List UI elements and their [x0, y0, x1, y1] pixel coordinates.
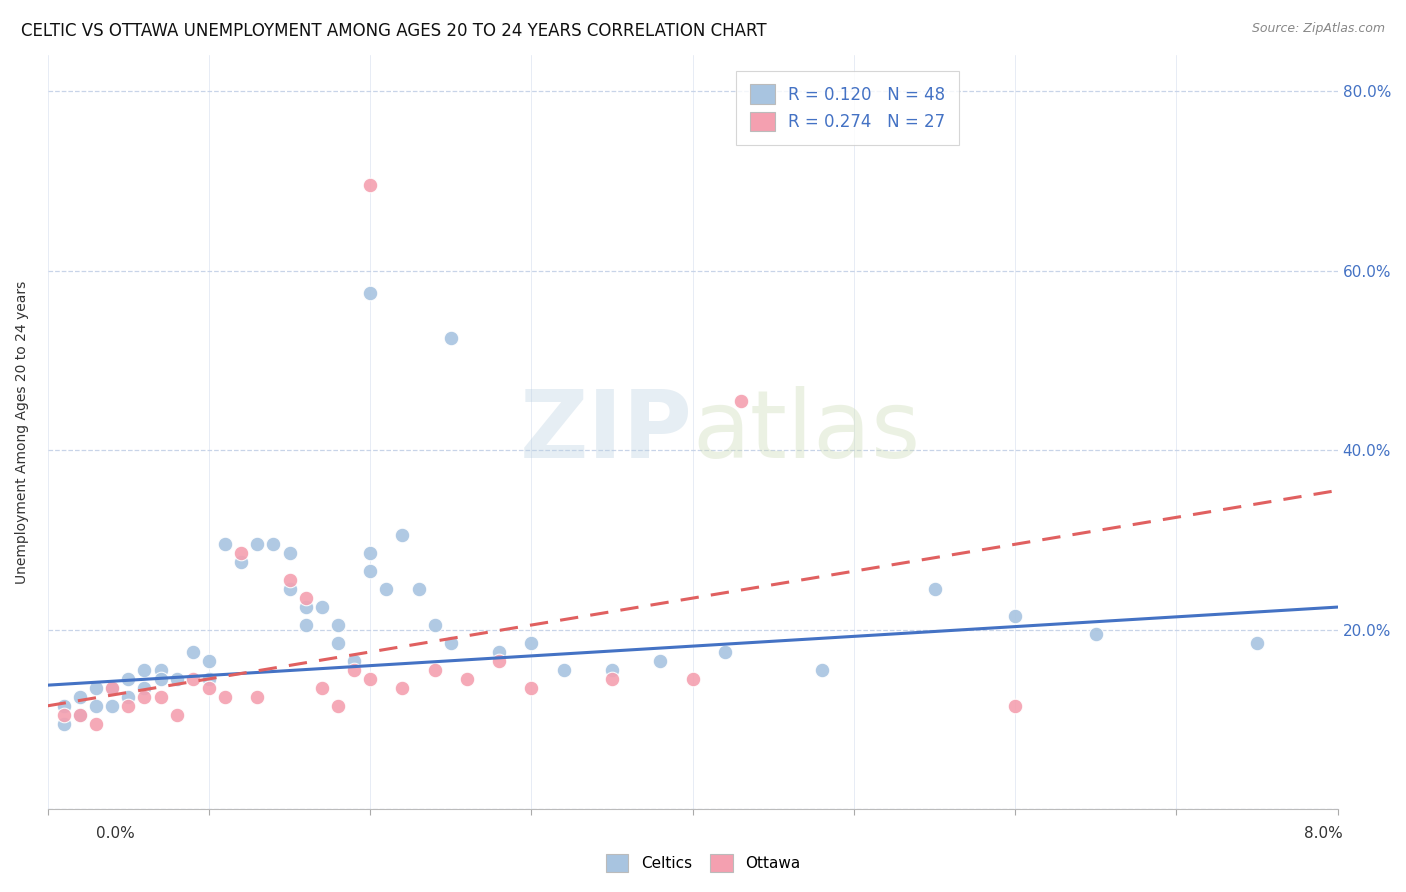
Point — [84, 716, 107, 731]
Point — [134, 690, 156, 704]
Y-axis label: Unemployment Among Ages 20 to 24 years: Unemployment Among Ages 20 to 24 years — [15, 280, 30, 583]
Point — [231, 546, 253, 560]
Point — [650, 654, 672, 668]
Point — [1084, 627, 1107, 641]
Point — [456, 672, 478, 686]
Point — [714, 645, 737, 659]
Point — [134, 681, 156, 695]
Point — [682, 672, 704, 686]
Point — [149, 672, 172, 686]
Point — [149, 663, 172, 677]
Point — [52, 707, 75, 722]
Point — [440, 331, 463, 345]
Point — [294, 618, 316, 632]
Point — [214, 690, 236, 704]
Point — [600, 672, 623, 686]
Point — [810, 663, 832, 677]
Point — [520, 681, 543, 695]
Point — [391, 528, 413, 542]
Point — [488, 654, 510, 668]
Text: Source: ZipAtlas.com: Source: ZipAtlas.com — [1251, 22, 1385, 36]
Point — [181, 645, 204, 659]
Point — [84, 698, 107, 713]
Point — [924, 582, 946, 596]
Point — [69, 707, 91, 722]
Point — [69, 707, 91, 722]
Point — [1004, 609, 1026, 624]
Legend: Celtics, Ottawa: Celtics, Ottawa — [599, 848, 807, 878]
Point — [52, 698, 75, 713]
Point — [553, 663, 575, 677]
Point — [198, 681, 221, 695]
Point — [343, 663, 366, 677]
Point — [326, 698, 349, 713]
Legend: R = 0.120   N = 48, R = 0.274   N = 27: R = 0.120 N = 48, R = 0.274 N = 27 — [737, 71, 959, 145]
Point — [359, 285, 381, 300]
Point — [311, 600, 333, 615]
Point — [488, 645, 510, 659]
Point — [101, 681, 124, 695]
Text: CELTIC VS OTTAWA UNEMPLOYMENT AMONG AGES 20 TO 24 YEARS CORRELATION CHART: CELTIC VS OTTAWA UNEMPLOYMENT AMONG AGES… — [21, 22, 766, 40]
Point — [294, 600, 316, 615]
Point — [166, 707, 188, 722]
Point — [391, 681, 413, 695]
Point — [117, 672, 139, 686]
Point — [181, 672, 204, 686]
Text: 0.0%: 0.0% — [96, 827, 135, 841]
Point — [440, 636, 463, 650]
Point — [166, 672, 188, 686]
Point — [326, 618, 349, 632]
Point — [326, 636, 349, 650]
Point — [375, 582, 398, 596]
Point — [359, 546, 381, 560]
Point — [52, 716, 75, 731]
Point — [600, 663, 623, 677]
Point — [117, 690, 139, 704]
Point — [198, 672, 221, 686]
Point — [343, 654, 366, 668]
Point — [294, 591, 316, 606]
Point — [278, 582, 301, 596]
Point — [1004, 698, 1026, 713]
Point — [117, 698, 139, 713]
Point — [278, 573, 301, 587]
Point — [263, 537, 285, 551]
Point — [408, 582, 430, 596]
Point — [231, 555, 253, 569]
Point — [359, 178, 381, 193]
Point — [278, 546, 301, 560]
Point — [246, 690, 269, 704]
Point — [359, 672, 381, 686]
Text: atlas: atlas — [693, 386, 921, 478]
Point — [359, 564, 381, 578]
Text: 8.0%: 8.0% — [1303, 827, 1343, 841]
Point — [69, 690, 91, 704]
Point — [1246, 636, 1268, 650]
Point — [520, 636, 543, 650]
Point — [134, 663, 156, 677]
Point — [423, 663, 446, 677]
Point — [214, 537, 236, 551]
Point — [84, 681, 107, 695]
Point — [730, 393, 752, 408]
Point — [246, 537, 269, 551]
Point — [198, 654, 221, 668]
Point — [423, 618, 446, 632]
Point — [101, 681, 124, 695]
Point — [311, 681, 333, 695]
Point — [149, 690, 172, 704]
Point — [101, 698, 124, 713]
Text: ZIP: ZIP — [520, 386, 693, 478]
